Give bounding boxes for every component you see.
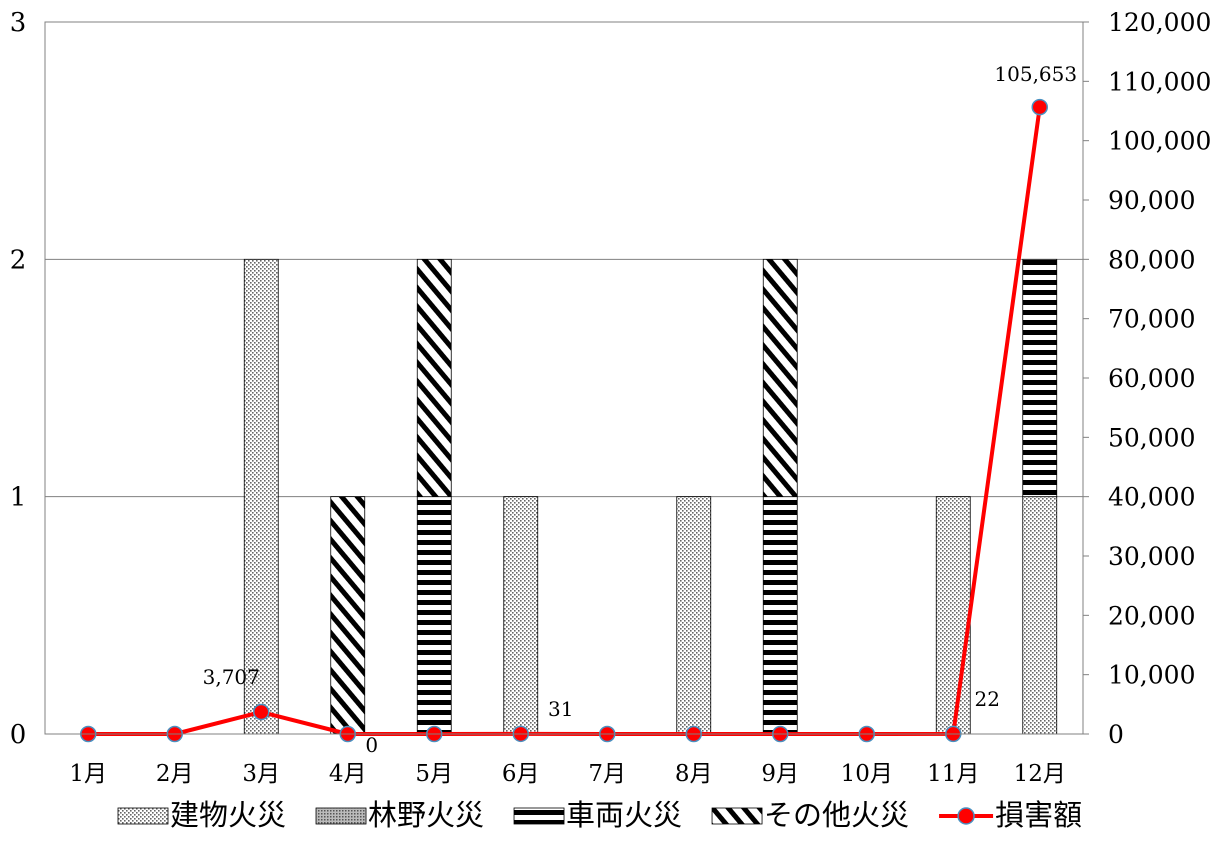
right-axis-tick-label: 30,000	[1108, 542, 1195, 571]
line-point	[1031, 98, 1048, 116]
plot-area-border	[44, 21, 1084, 735]
right-axis-tick-label: 40,000	[1108, 483, 1195, 512]
grid-layer	[45, 21, 1083, 735]
legend-item: 林野火災	[315, 798, 484, 832]
legend-swatch	[117, 807, 169, 825]
axes-layer: 0 1 2 3 0 10,000 20,000 30,000 40,000 50,000 60,00…	[10, 8, 1212, 787]
data-label: 3,707	[203, 665, 260, 689]
right-axis-tick-label: 0	[1108, 720, 1124, 749]
bar-vehicle-fire	[762, 496, 798, 735]
legend-label: その他火災	[764, 798, 909, 832]
legend-label: 建物火災	[170, 798, 286, 832]
right-axis-tick-label: 80,000	[1108, 245, 1195, 274]
bar-building-fire	[935, 496, 971, 735]
bar-building-fire	[676, 496, 712, 735]
legend-item: 建物火災	[117, 798, 286, 832]
legend-swatch	[315, 807, 367, 825]
data-label: 0	[365, 733, 378, 757]
right-axis-tick-label: 20,000	[1108, 601, 1195, 630]
legend-item: 損害額	[939, 798, 1082, 832]
left-axis-tick-label: 1	[10, 483, 27, 513]
category-label: 8月	[675, 761, 713, 787]
series-line-damage	[88, 106, 1042, 736]
legend-label: 車両火災	[566, 798, 682, 832]
category-label: 9月	[761, 761, 799, 787]
bar-vehicle-fire	[1022, 258, 1058, 498]
legend-swatch-marker	[957, 807, 975, 825]
legend-swatch	[711, 807, 763, 825]
category-label: 12月	[1014, 761, 1066, 787]
bar-other-fire	[330, 496, 366, 735]
category-label: 10月	[841, 761, 893, 787]
line-point	[253, 703, 270, 721]
line-layer	[80, 98, 1048, 743]
data-label: 105,653	[994, 62, 1077, 86]
right-axis-tick-label: 110,000	[1108, 67, 1211, 96]
category-label: 6月	[502, 761, 540, 787]
category-label: 2月	[156, 761, 194, 787]
bar-building-fire	[243, 258, 279, 735]
bar-other-fire	[762, 258, 798, 498]
bars-layer	[243, 258, 1058, 735]
bar-building-fire	[503, 496, 539, 735]
category-label: 7月	[588, 761, 626, 787]
category-label: 5月	[415, 761, 453, 787]
left-axis-tick-label: 0	[10, 720, 27, 750]
data-label: 31	[548, 697, 573, 721]
left-axis-tick-label: 3	[10, 8, 27, 38]
right-axis-tick-label: 100,000	[1108, 127, 1211, 156]
category-label: 3月	[242, 761, 280, 787]
labels-layer: 3,707 0 31 22 105,653	[203, 62, 1077, 757]
legend-item: 車両火災	[513, 798, 682, 832]
bar-other-fire	[416, 258, 452, 498]
data-label: 22	[975, 687, 1000, 711]
legend: 建物火災 林野火災 車両火災 その他火災 損害額	[117, 798, 1082, 832]
category-label: 1月	[69, 761, 107, 787]
category-label: 4月	[329, 761, 367, 787]
right-axis-tick-label: 60,000	[1108, 364, 1195, 393]
bar-building-fire	[1022, 496, 1058, 735]
legend-label: 損害額	[995, 798, 1082, 832]
left-axis-tick-label: 2	[10, 245, 27, 275]
right-axis-tick-label: 10,000	[1108, 661, 1195, 690]
right-axis-tick-label: 90,000	[1108, 186, 1195, 215]
right-axis-tick-label: 120,000	[1108, 8, 1211, 37]
legend-label: 林野火災	[368, 798, 484, 832]
legend-item: その他火災	[711, 798, 909, 832]
legend-swatch	[513, 807, 565, 825]
right-axis-tick-label: 70,000	[1108, 305, 1195, 334]
bar-vehicle-fire	[416, 496, 452, 735]
right-axis-tick-label: 50,000	[1108, 423, 1195, 452]
category-label: 11月	[927, 761, 979, 787]
